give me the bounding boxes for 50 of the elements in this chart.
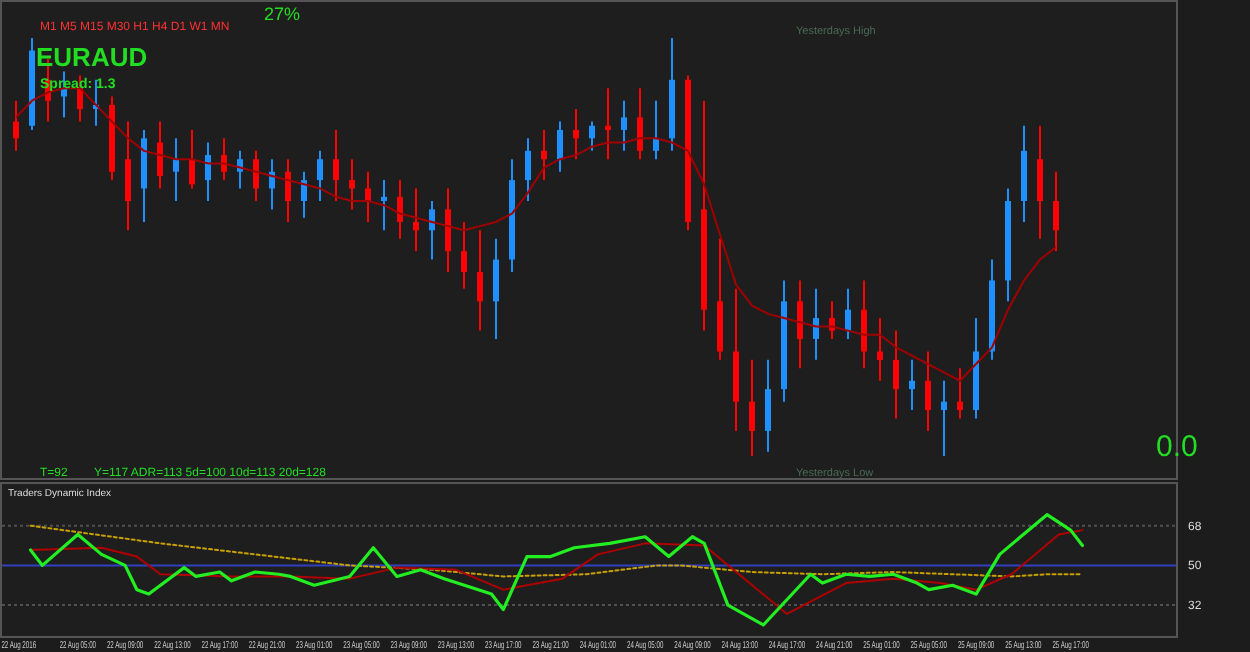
text: 27% bbox=[264, 4, 301, 24]
candlestick bbox=[861, 279, 867, 370]
candlestick bbox=[525, 137, 531, 203]
candlestick bbox=[637, 87, 643, 161]
candlestick bbox=[813, 287, 819, 361]
candlestick bbox=[477, 229, 483, 332]
candlestick bbox=[397, 179, 403, 240]
candlestick bbox=[429, 200, 435, 261]
candlestick bbox=[589, 120, 595, 152]
chart-title: EURAUD bbox=[36, 42, 148, 72]
candlestick bbox=[557, 120, 563, 173]
candlestick bbox=[957, 367, 963, 420]
candlestick bbox=[445, 187, 451, 274]
candlestick bbox=[301, 170, 307, 219]
candlestick bbox=[333, 128, 339, 203]
line-series bbox=[28, 513, 1085, 627]
candlestick bbox=[909, 358, 915, 412]
candlestick bbox=[797, 279, 803, 370]
candlestick bbox=[1053, 170, 1059, 253]
candlestick bbox=[285, 158, 291, 223]
candlestick bbox=[1037, 124, 1043, 240]
candlestick bbox=[573, 108, 579, 161]
candlestick bbox=[205, 141, 211, 203]
candlestick bbox=[749, 358, 755, 457]
candlestick bbox=[189, 128, 195, 190]
candlestick bbox=[893, 329, 899, 420]
candlestick bbox=[413, 187, 419, 253]
line-series bbox=[29, 524, 1084, 578]
candlestick bbox=[493, 237, 499, 340]
candlestick bbox=[653, 99, 659, 161]
candlestick bbox=[877, 317, 883, 382]
candlestick bbox=[365, 170, 371, 223]
candlestick bbox=[125, 120, 131, 232]
candlestick bbox=[941, 379, 947, 457]
candlestick bbox=[317, 149, 323, 203]
candlestick bbox=[605, 87, 611, 161]
candlestick bbox=[253, 149, 259, 203]
candlestick bbox=[173, 137, 179, 203]
candlestick bbox=[845, 287, 851, 340]
candlestick bbox=[925, 350, 931, 432]
line-series bbox=[29, 529, 1084, 615]
text: 0.0 bbox=[1156, 430, 1198, 464]
candlestick bbox=[621, 99, 627, 152]
candlestick bbox=[381, 179, 387, 232]
candlestick bbox=[13, 99, 19, 152]
candlestick bbox=[541, 128, 547, 182]
candlestick bbox=[765, 358, 771, 453]
candlestick bbox=[461, 220, 467, 290]
candlestick bbox=[157, 120, 163, 190]
candlestick bbox=[349, 158, 355, 211]
